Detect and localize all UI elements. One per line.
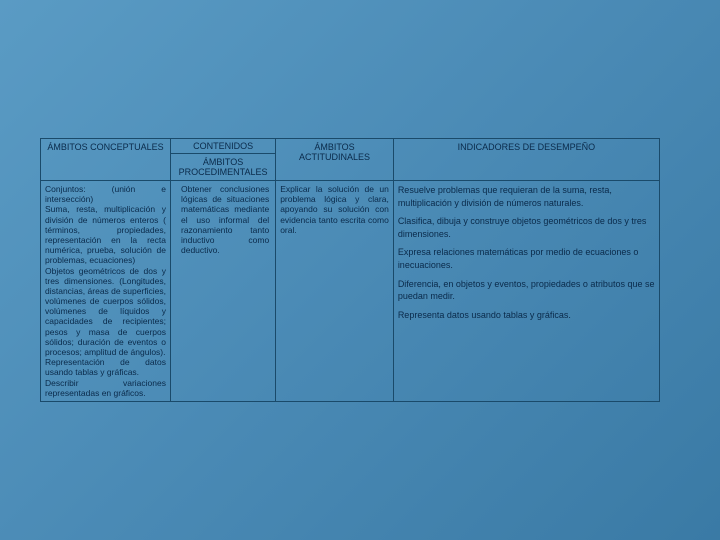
indicator-3: Expresa relaciones matemáticas por medio… — [398, 246, 655, 271]
curriculum-table: ÁMBITOS CONCEPTUALES CONTENIDOS ÁMBITOS … — [40, 138, 660, 402]
indicator-2: Clasifica, dibuja y construye objetos ge… — [398, 215, 655, 240]
indicator-4: Diferencia, en objetos y eventos, propie… — [398, 278, 655, 303]
indicator-1: Resuelve problemas que requieran de la s… — [398, 184, 655, 209]
cell-indicadores: Resuelve problemas que requieran de la s… — [393, 181, 659, 402]
indicator-5: Representa datos usando tablas y gráfica… — [398, 309, 655, 322]
header-row-1: ÁMBITOS CONCEPTUALES CONTENIDOS ÁMBITOS … — [41, 139, 660, 154]
cell-actitudinales: Explicar la solución de un problema lógi… — [276, 181, 394, 402]
cell-conceptuales: Conjuntos: (unión e intersección) Suma, … — [41, 181, 171, 402]
header-procedimentales: ÁMBITOS PROCEDIMENTALES — [170, 154, 275, 181]
header-contenidos: CONTENIDOS — [170, 139, 275, 154]
header-actitudinales: ÁMBITOS ACTITUDINALES — [276, 139, 394, 181]
curriculum-table-container: ÁMBITOS CONCEPTUALES CONTENIDOS ÁMBITOS … — [40, 138, 660, 402]
header-conceptuales: ÁMBITOS CONCEPTUALES — [41, 139, 171, 181]
cell-procedimentales: Obtener conclusiones lógicas de situacio… — [170, 181, 275, 402]
header-indicadores: INDICADORES DE DESEMPEÑO — [393, 139, 659, 181]
body-row: Conjuntos: (unión e intersección) Suma, … — [41, 181, 660, 402]
